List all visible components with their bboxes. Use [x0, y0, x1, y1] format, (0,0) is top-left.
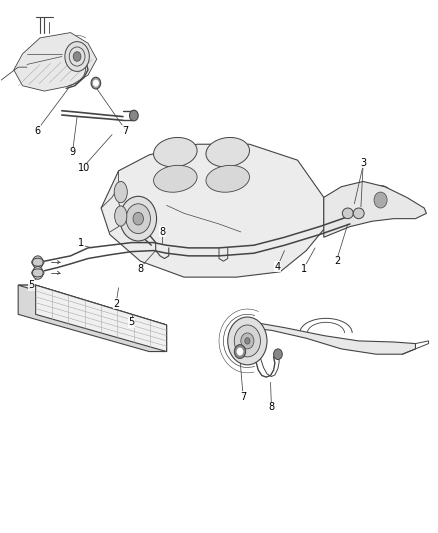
Circle shape	[274, 349, 283, 360]
Ellipse shape	[154, 138, 197, 167]
Circle shape	[32, 266, 43, 279]
Text: 6: 6	[35, 126, 41, 136]
Circle shape	[234, 345, 246, 359]
Circle shape	[234, 325, 261, 357]
Text: 8: 8	[138, 264, 144, 274]
Circle shape	[32, 256, 43, 269]
Circle shape	[133, 212, 144, 225]
Circle shape	[130, 110, 138, 121]
Text: 1: 1	[78, 238, 85, 247]
Text: 4: 4	[275, 262, 281, 271]
Ellipse shape	[353, 208, 364, 219]
Ellipse shape	[115, 206, 127, 226]
Text: 3: 3	[360, 158, 366, 168]
Circle shape	[241, 333, 254, 349]
Text: 1: 1	[301, 264, 307, 274]
Polygon shape	[18, 285, 166, 352]
Text: 8: 8	[159, 227, 165, 237]
Circle shape	[245, 338, 250, 344]
Circle shape	[93, 80, 99, 86]
Circle shape	[65, 42, 89, 71]
Text: 2: 2	[113, 298, 120, 309]
Text: 8: 8	[268, 402, 275, 413]
Circle shape	[91, 77, 101, 89]
Ellipse shape	[206, 138, 250, 167]
Circle shape	[374, 192, 387, 208]
Polygon shape	[35, 285, 166, 352]
Circle shape	[126, 204, 150, 233]
Ellipse shape	[206, 165, 250, 192]
Ellipse shape	[343, 208, 353, 219]
Circle shape	[228, 317, 267, 365]
Ellipse shape	[154, 165, 197, 192]
Polygon shape	[18, 285, 166, 325]
Circle shape	[73, 52, 81, 61]
Text: 7: 7	[122, 126, 128, 136]
Text: 5: 5	[128, 317, 135, 327]
Polygon shape	[101, 144, 324, 277]
Text: 9: 9	[70, 147, 76, 157]
Polygon shape	[14, 33, 97, 91]
Polygon shape	[232, 322, 416, 354]
Text: 7: 7	[240, 392, 246, 402]
Ellipse shape	[114, 181, 127, 203]
Circle shape	[120, 196, 156, 241]
Text: 5: 5	[28, 280, 34, 290]
Polygon shape	[324, 181, 426, 237]
Text: 10: 10	[78, 163, 90, 173]
Circle shape	[237, 348, 243, 356]
Text: 2: 2	[334, 256, 340, 266]
